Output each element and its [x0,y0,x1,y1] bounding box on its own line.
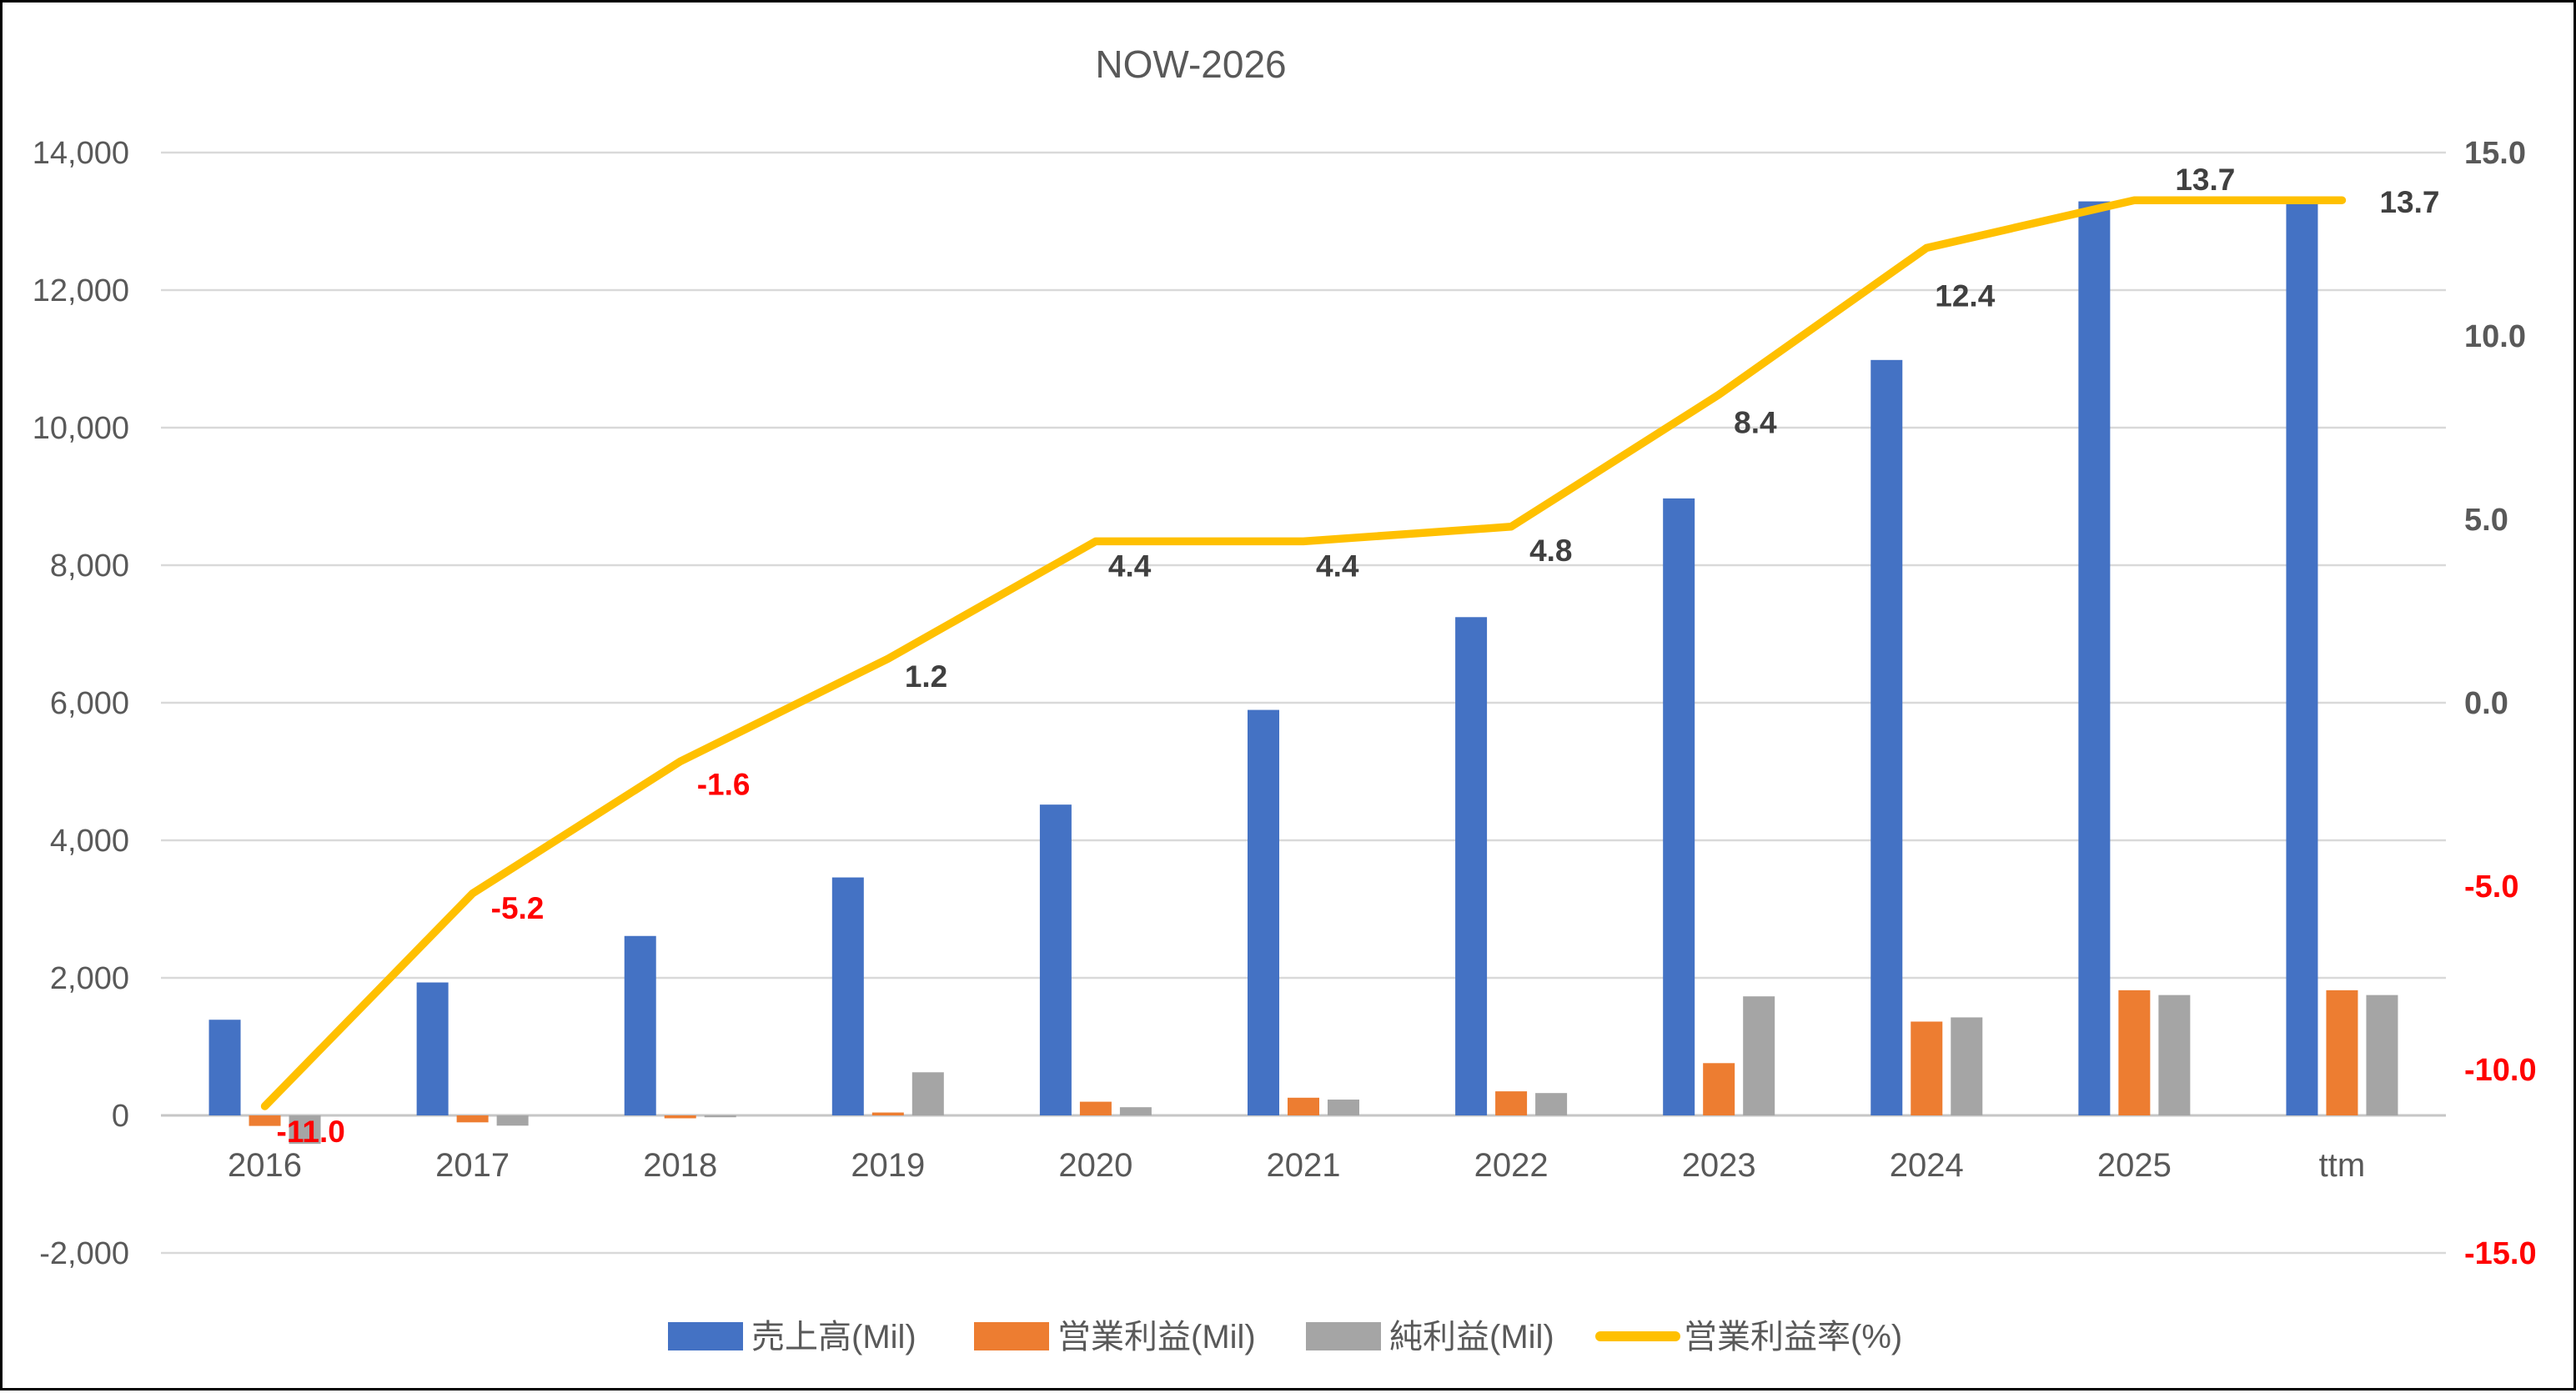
revenue-bar-2019 [831,877,864,1115]
category-label-2018: 2018 [643,1147,717,1184]
net-income-bar-2023 [1743,996,1775,1115]
left-axis-tick: -2,000 [39,1236,129,1271]
net-income-bar-2018 [704,1115,736,1118]
left-axis-tick: 4,000 [50,824,129,859]
net-income-bar-2017 [496,1115,529,1126]
left-axis-group: 14,000 12,000 10,000 8,000 6,000 4,000 2,000 0 -… [33,136,129,1271]
margin-data-label-2020: 4.4 [1108,549,1152,583]
chart-title: NOW-2026 [1095,43,1286,86]
operating-income-bar-ttm [2326,990,2358,1115]
operating-income-bar-2023 [1703,1063,1735,1115]
margin-data-label-2019: 1.2 [905,659,947,694]
revenue-bar-ttm [2286,201,2318,1116]
margin-data-label-2021: 4.4 [1316,549,1359,583]
revenue-bar-2022 [1455,617,1488,1115]
left-axis-tick: 10,000 [33,411,129,446]
margin-data-label-2022: 4.8 [1529,534,1572,568]
left-axis-tick: 0 [112,1099,129,1134]
legend-label-4: 営業利益率(%) [1684,1319,1902,1355]
operating-income-bar-2018 [664,1115,696,1119]
right-axis-tick: 15.0 [2464,136,2526,171]
operating-income-bar-2024 [1911,1021,1943,1115]
net-income-bar-2016 [289,1115,321,1145]
category-label-2025: 2025 [2097,1147,2172,1184]
revenue-bar-2024 [1870,359,1903,1115]
category-label-2016: 2016 [228,1147,302,1184]
operating-income-bar-2022 [1495,1091,1528,1115]
legend-label-3: 純利益(Mil) [1389,1319,1554,1355]
right-axis-tick: -5.0 [2464,869,2518,904]
margin-data-label-2025: 13.7 [2175,163,2235,197]
revenue-bar-2023 [1663,498,1695,1115]
revenue-bar-2016 [208,1020,241,1115]
margin-data-label-ttm: 13.7 [2379,185,2439,219]
legend-swatch-2 [974,1322,1049,1350]
operating-income-bar-2017 [456,1115,489,1123]
left-axis-tick: 2,000 [50,961,129,996]
margin-data-label-2023: 8.4 [1734,405,1777,439]
operating-income-bar-2025 [2118,990,2151,1115]
category-label-2024: 2024 [1890,1147,1964,1184]
gridlines-group [161,151,2446,1255]
legend-label-1: 売上高(Mil) [751,1319,916,1355]
category-label-2020: 2020 [1058,1147,1132,1184]
category-label-2022: 2022 [1474,1147,1549,1184]
right-axis-group: 15.0 10.0 5.0 0.0 -5.0 -10.0 -15.0 [2464,136,2537,1271]
net-income-bar-2022 [1535,1093,1568,1115]
left-axis-tick: 14,000 [33,136,129,171]
net-income-bar-ttm [2366,995,2398,1115]
category-label-ttm: ttm [2319,1147,2366,1184]
bars-group [208,201,2398,1145]
revenue-bar-2025 [2078,201,2111,1116]
category-label-2017: 2017 [435,1147,510,1184]
combo-chart-svg: -11.0 -5.2 -1.6 1.2 4.4 4.4 4.8 8.4 12.4 13.7 13.7… [33,43,2537,1355]
revenue-bar-2018 [624,935,656,1115]
category-axis-group: 2016 2017 2018 2019 2020 2021 2022 2023 2024 2025… [228,1147,2365,1184]
right-axis-tick: -15.0 [2464,1236,2537,1271]
operating-income-bar-2016 [249,1115,281,1126]
margin-data-label-2018: -1.6 [697,767,751,801]
category-label-2019: 2019 [851,1147,925,1184]
left-axis-tick: 6,000 [50,686,129,721]
operating-income-bar-2019 [871,1112,904,1115]
right-axis-tick: 5.0 [2464,503,2508,538]
operating-income-bar-2021 [1288,1097,1319,1115]
margin-data-label-2016: -11.0 [277,1115,345,1149]
data-labels-group: -11.0 -5.2 -1.6 1.2 4.4 4.4 4.8 8.4 12.4 13.7 13.7 [277,163,2440,1149]
category-label-2023: 2023 [1682,1147,1756,1184]
revenue-bar-2020 [1039,804,1072,1115]
margin-data-label-2017: -5.2 [491,891,545,925]
legend-swatch-3 [1306,1322,1381,1350]
net-income-bar-2020 [1119,1107,1152,1115]
right-axis-tick: 10.0 [2464,319,2526,354]
legend-label-2: 営業利益(Mil) [1057,1319,1256,1355]
right-axis-tick: 0.0 [2464,686,2508,721]
left-axis-tick: 12,000 [33,273,129,308]
right-axis-tick: -10.0 [2464,1053,2537,1088]
operating-margin-line [260,196,2347,1110]
net-income-bar-2019 [911,1072,944,1115]
revenue-bar-2017 [416,982,449,1115]
category-label-2021: 2021 [1267,1147,1341,1184]
net-income-bar-2024 [1951,1017,1983,1115]
legend-group: 売上高(Mil) 営業利益(Mil) 純利益(Mil) 営業利益率(%) [668,1319,1902,1355]
margin-line-group [260,196,2347,1110]
revenue-bar-2021 [1248,709,1279,1115]
legend-swatch-1 [668,1322,743,1350]
net-income-bar-2021 [1328,1100,1359,1115]
left-axis-tick: 8,000 [50,549,129,584]
operating-income-bar-2020 [1079,1101,1112,1115]
net-income-bar-2025 [2158,995,2191,1115]
margin-data-label-2024: 12.4 [1935,278,1995,313]
